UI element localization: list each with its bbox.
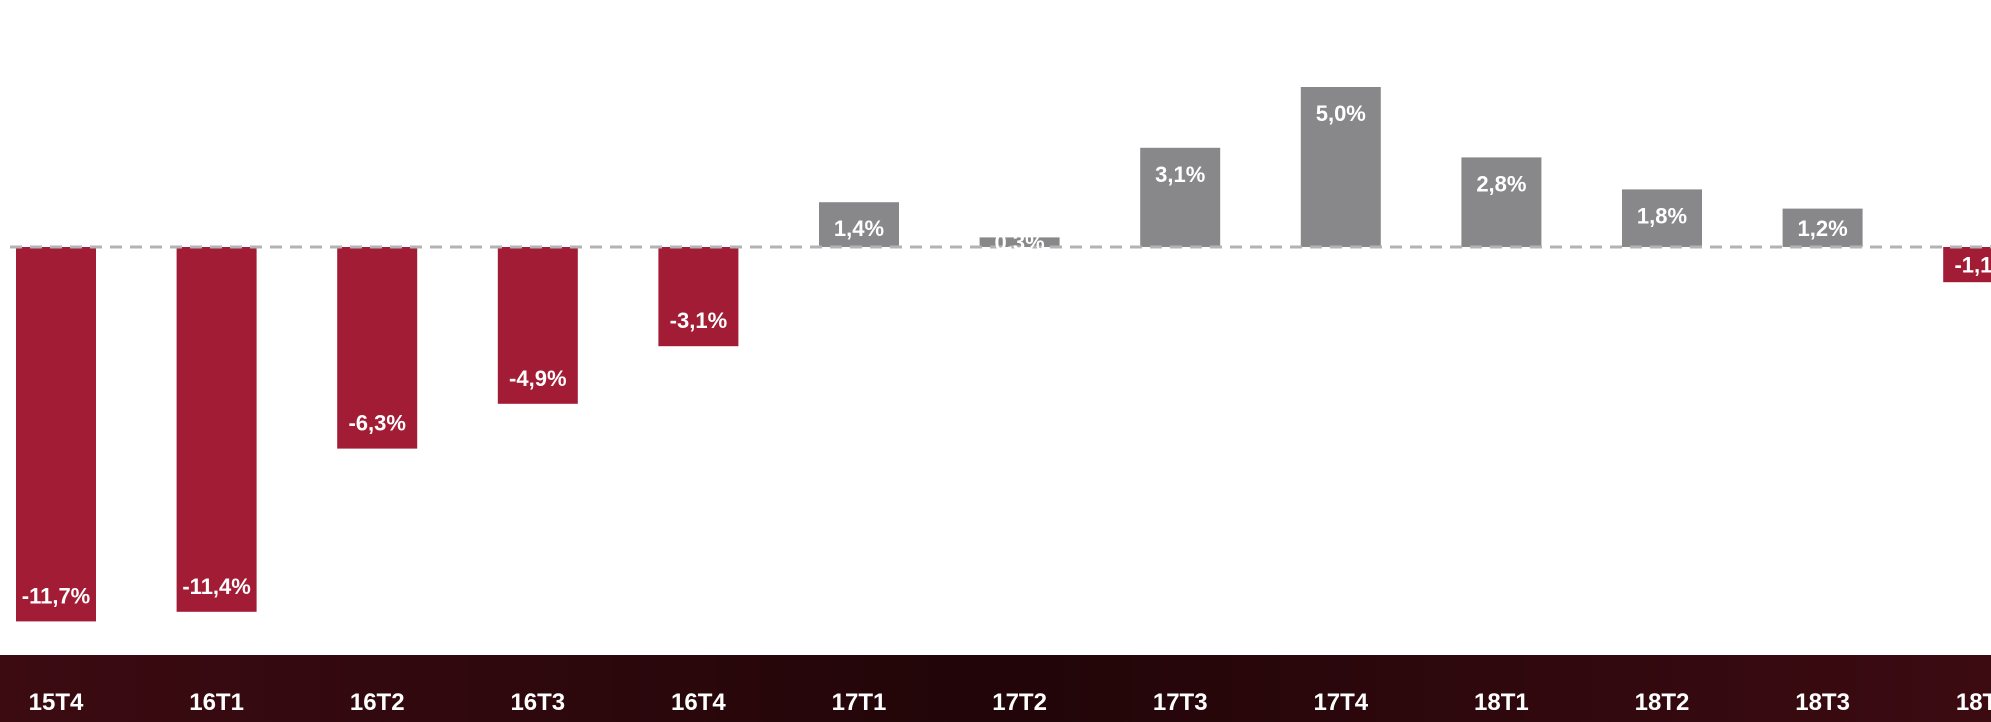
- bar-18T4: [1943, 247, 1991, 283]
- bar-16T4: [658, 247, 739, 347]
- bar-18T3: [1782, 208, 1863, 247]
- x-tick-16T2: 16T2: [350, 689, 405, 716]
- x-tick-16T3: 16T3: [510, 689, 565, 716]
- x-axis-tick-labels: 15T4 16T1 16T2 16T3 16T4 17T1 17T2 17T3 17T4 18T1…: [29, 689, 1991, 716]
- x-tick-16T1: 16T1: [189, 689, 244, 716]
- data-labels-layer: -11,7% -11,4% -6,3% -4,9% -3,1% 1,4% 0,3% 3,1% 5…: [22, 101, 1991, 608]
- bar-16T2: [337, 247, 418, 449]
- x-tick-16T4: 16T4: [671, 689, 726, 716]
- bar-16T3: [497, 247, 578, 404]
- data-label-17T2: 0,3%: [995, 230, 1045, 255]
- bar-15T4: [16, 247, 96, 622]
- x-tick-18T3: 18T3: [1795, 689, 1850, 716]
- data-label-16T1: -11,4%: [182, 574, 251, 599]
- x-tick-18T4: 18T4: [1956, 689, 1991, 716]
- x-tick-15T4: 15T4: [29, 689, 84, 716]
- data-label-16T2: -6,3%: [348, 411, 405, 436]
- data-label-15T4: -11,7%: [22, 583, 91, 608]
- bar-18T2: [1622, 189, 1702, 247]
- data-label-17T4: 5,0%: [1316, 101, 1366, 126]
- bar-17T3: [1140, 147, 1221, 247]
- x-tick-18T2: 18T2: [1635, 689, 1690, 716]
- bar-17T4: [1300, 87, 1381, 247]
- x-axis-band: [0, 655, 1991, 722]
- x-tick-17T2: 17T2: [992, 689, 1047, 716]
- data-label-17T3: 3,1%: [1155, 162, 1205, 187]
- bar-16T1: [176, 247, 257, 612]
- data-label-18T1: 2,8%: [1476, 171, 1526, 196]
- x-tick-18T1: 18T1: [1474, 689, 1529, 716]
- x-tick-17T3: 17T3: [1153, 689, 1208, 716]
- data-label-18T2: 1,8%: [1637, 203, 1687, 228]
- data-label-16T4: -3,1%: [670, 308, 727, 333]
- data-label-16T3: -4,9%: [509, 366, 566, 391]
- data-label-18T4: -1,1%: [1954, 253, 1991, 278]
- x-tick-17T1: 17T1: [832, 689, 887, 716]
- x-tick-17T4: 17T4: [1313, 689, 1368, 716]
- data-label-18T3: 1,2%: [1798, 216, 1848, 241]
- bar-17T1: [819, 202, 899, 247]
- bar-17T2: [979, 237, 1060, 247]
- data-label-17T1: 1,4%: [834, 216, 884, 241]
- bars-layer: [16, 87, 1991, 622]
- bar-18T1: [1461, 157, 1542, 247]
